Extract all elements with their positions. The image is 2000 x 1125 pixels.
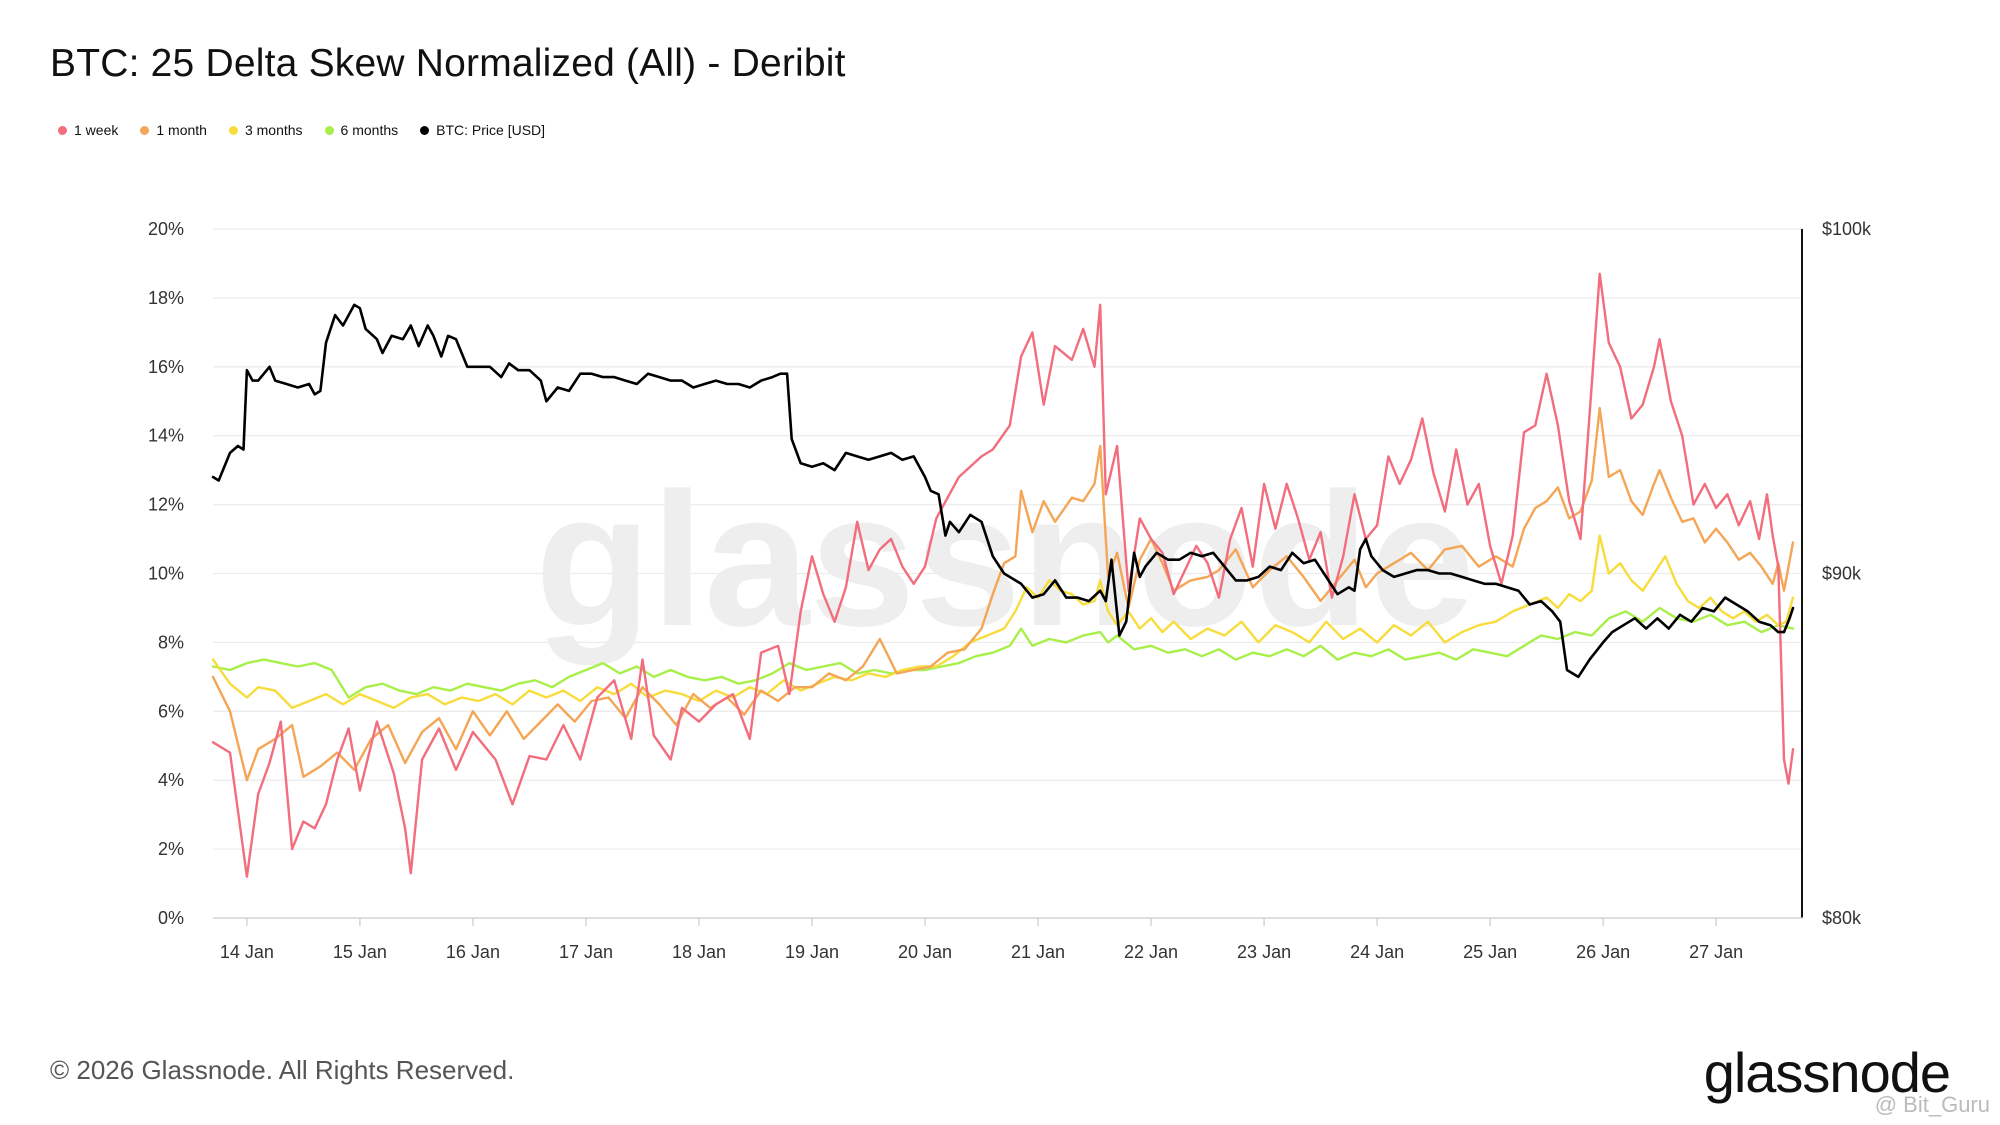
series-line-1m: [211, 406, 1795, 782]
x-tick-7: 21 Jan: [1011, 942, 1065, 962]
legend-item-1m[interactable]: 1 month: [140, 122, 207, 138]
y-left-tick-2: 4%: [158, 770, 184, 790]
x-tick-6: 20 Jan: [898, 942, 952, 962]
series-line-3m: [211, 534, 1795, 710]
x-tick-3: 17 Jan: [559, 942, 613, 962]
legend-item-3m[interactable]: 3 months: [228, 122, 303, 138]
legend-dot-6m: [324, 125, 334, 135]
series-line-price: [211, 303, 1795, 679]
legend-label-1w: 1 week: [74, 122, 119, 138]
y-right-tick-1: $90k: [1822, 564, 1862, 584]
y-left-tick-3: 6%: [158, 701, 184, 721]
legend-dot-price: [420, 125, 430, 135]
y-left-tick-6: 12%: [148, 495, 184, 515]
y-left-tick-9: 18%: [148, 288, 184, 308]
legend-label-price: BTC: Price [USD]: [436, 122, 546, 138]
legend-item-price[interactable]: BTC: Price [USD]: [420, 122, 545, 138]
series-line-6m: [211, 606, 1795, 699]
copyright: © 2026 Glassnode. All Rights Reserved.: [50, 1055, 515, 1085]
x-tick-13: 27 Jan: [1689, 942, 1743, 962]
y-left-tick-7: 14%: [148, 426, 184, 446]
legend-dot-1w: [58, 125, 67, 135]
attribution: @ Bit_Guru: [1874, 1092, 1990, 1117]
legend: 1 week 1 month 3 months 6 months BTC: Pr…: [58, 122, 545, 138]
y-axis-right: $80k $90k $100k: [1801, 219, 1872, 928]
x-tick-12: 26 Jan: [1576, 942, 1630, 962]
legend-dot-3m: [228, 125, 238, 135]
y-right-tick-2: $100k: [1822, 219, 1872, 239]
x-tick-10: 24 Jan: [1350, 942, 1404, 962]
legend-label-1m: 1 month: [156, 122, 207, 138]
y-right-tick-0: $80k: [1822, 908, 1862, 928]
x-tick-5: 19 Jan: [785, 942, 839, 962]
legend-label-6m: 6 months: [340, 122, 399, 138]
page-title: BTC: 25 Delta Skew Normalized (All) - De…: [50, 42, 846, 85]
x-tick-8: 22 Jan: [1124, 942, 1178, 962]
x-axis: 14 Jan 15 Jan 16 Jan 17 Jan 18 Jan 19 Jan 20 J…: [213, 917, 1803, 962]
series-lines: [211, 272, 1795, 878]
x-tick-1: 15 Jan: [333, 942, 387, 962]
legend-label-3m: 3 months: [244, 122, 303, 138]
y-left-tick-0: 0%: [158, 908, 184, 928]
series-line-1w: [211, 272, 1795, 878]
y-left-tick-1: 2%: [158, 839, 184, 859]
watermark: glassnode: [535, 454, 1475, 666]
y-left-tick-5: 10%: [148, 564, 184, 584]
legend-item-1w[interactable]: 1 week: [58, 122, 118, 138]
x-tick-9: 23 Jan: [1237, 942, 1291, 962]
legend-dot-1m: [140, 125, 150, 135]
y-axis-left: 0% 2% 4% 6% 8% 10% 12% 14% 16% 18% 20%: [148, 219, 184, 928]
x-tick-11: 25 Jan: [1463, 942, 1517, 962]
y-left-tick-8: 16%: [148, 357, 184, 377]
y-left-tick-4: 8%: [158, 632, 184, 652]
brand-logo: glassnode: [1703, 1041, 1951, 1104]
x-tick-0: 14 Jan: [220, 942, 274, 962]
x-tick-4: 18 Jan: [672, 942, 726, 962]
legend-item-6m[interactable]: 6 months: [324, 122, 399, 138]
y-left-tick-10: 20%: [148, 219, 184, 239]
x-tick-2: 16 Jan: [446, 942, 500, 962]
